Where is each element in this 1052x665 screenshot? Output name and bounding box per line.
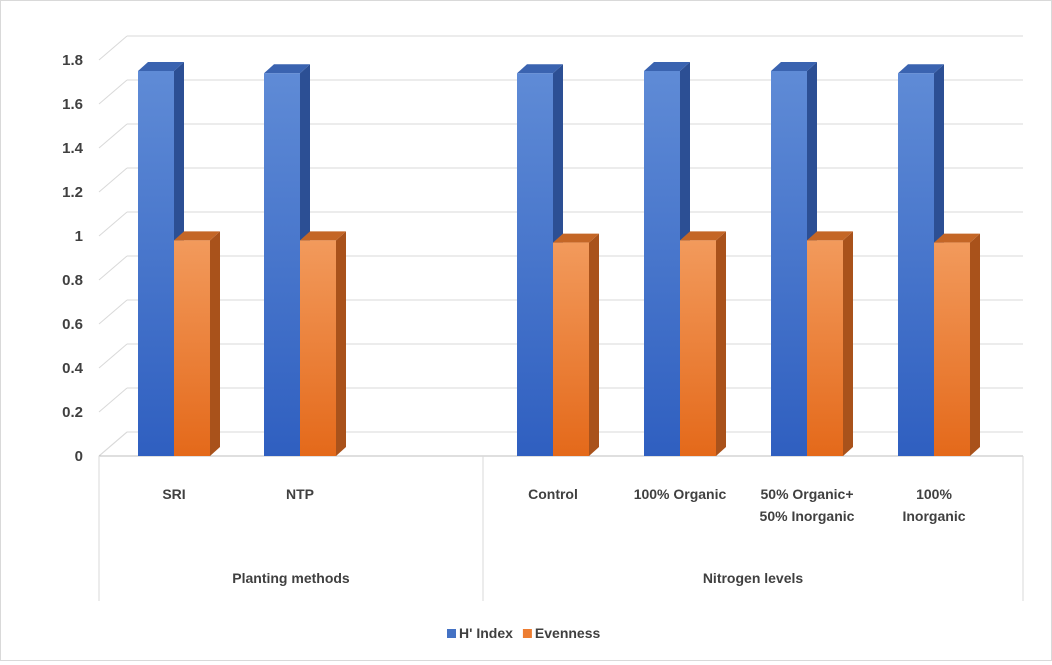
gridline-depth — [98, 299, 128, 325]
gridline-depth — [98, 343, 128, 369]
floor-depth-line — [98, 431, 128, 457]
bar-top — [644, 62, 690, 71]
bar-top — [680, 231, 726, 241]
bar-front — [680, 240, 716, 456]
category-label-line: 100% — [916, 486, 952, 502]
bar-side — [336, 231, 346, 456]
gridline-depth — [98, 123, 128, 149]
y-tick-label: 1.6 — [62, 96, 83, 113]
bar-evenness — [680, 231, 726, 456]
group-label: Planting methods — [232, 570, 350, 586]
category-label-line: 50% Inorganic — [760, 508, 855, 524]
bar-top — [553, 233, 599, 243]
y-tick-label: 1.2 — [62, 184, 83, 201]
gridline-depth — [98, 387, 128, 413]
bar-top — [138, 62, 184, 71]
category-label: SRI — [162, 486, 185, 502]
category-labels: SRI NTP Control 100% Organic 50% Organic+ 50%… — [162, 486, 965, 524]
bar-top — [898, 64, 944, 74]
bar-side — [716, 231, 726, 456]
bar-top — [174, 231, 220, 241]
bar-side — [210, 231, 220, 456]
y-tick-label: 0.8 — [62, 272, 83, 289]
bar-front — [934, 242, 970, 456]
bar-top — [517, 64, 563, 74]
bar-h-index — [264, 64, 310, 456]
bar-top — [300, 231, 346, 241]
category-label: 100% Inorganic — [902, 486, 965, 524]
bar-top — [771, 62, 817, 71]
bar-top — [934, 233, 980, 243]
legend-swatch — [447, 629, 456, 638]
gridline-depth — [98, 211, 128, 237]
y-tick-label: 1 — [75, 228, 83, 245]
bar-front — [644, 71, 680, 456]
bar-front — [553, 242, 589, 456]
category-label-line: Control — [528, 486, 578, 502]
bar-evenness — [807, 231, 853, 456]
gridline-depth — [98, 167, 128, 193]
legend: H' Index Evenness — [447, 625, 600, 641]
y-tick-label: 1.8 — [62, 52, 83, 69]
y-axis-ticks: 0 0.2 0.4 0.6 0.8 1 1.2 1.4 1.6 1.8 — [62, 52, 84, 465]
bar-side — [970, 233, 980, 456]
category-label: 50% Organic+ 50% Inorganic — [760, 486, 855, 524]
bar-evenness — [174, 231, 220, 456]
y-tick-label: 0.4 — [62, 360, 84, 377]
category-label: 100% Organic — [634, 486, 727, 502]
bar-front — [898, 73, 934, 456]
category-label: Control — [528, 486, 578, 502]
legend-swatch — [522, 629, 532, 638]
bar-side — [589, 233, 599, 456]
category-label-line: 50% Organic+ — [761, 486, 854, 502]
group-label: Nitrogen levels — [703, 570, 804, 586]
bar-evenness — [300, 231, 346, 456]
bar-front — [174, 240, 210, 456]
category-label-line: 100% Organic — [634, 486, 727, 502]
bar-evenness — [553, 233, 599, 456]
y-tick-label: 1.4 — [62, 140, 84, 157]
y-tick-label: 0.6 — [62, 316, 83, 333]
bar-evenness — [934, 233, 980, 456]
bar-top — [807, 231, 853, 241]
bar-front — [771, 71, 807, 456]
category-label-line: Inorganic — [902, 508, 965, 524]
category-label-line: SRI — [162, 486, 185, 502]
category-label: NTP — [286, 486, 314, 502]
legend-label: Evenness — [535, 625, 601, 641]
y-tick-label: 0.2 — [62, 404, 83, 421]
bar-front — [517, 73, 553, 456]
gridline-depth — [98, 79, 128, 105]
category-label-line: NTP — [286, 486, 314, 502]
bar-front — [300, 240, 336, 456]
bar-front — [264, 73, 300, 456]
legend-label: H' Index — [459, 625, 513, 641]
gridline-depth — [98, 35, 128, 61]
group-labels: Planting methods Nitrogen levels — [232, 570, 803, 586]
gridline-depth — [98, 255, 128, 281]
bars — [138, 62, 980, 456]
bar-top — [264, 64, 310, 74]
bar-side — [843, 231, 853, 456]
bar-front — [138, 71, 174, 456]
bar-front — [807, 240, 843, 456]
y-tick-label: 0 — [75, 448, 83, 465]
